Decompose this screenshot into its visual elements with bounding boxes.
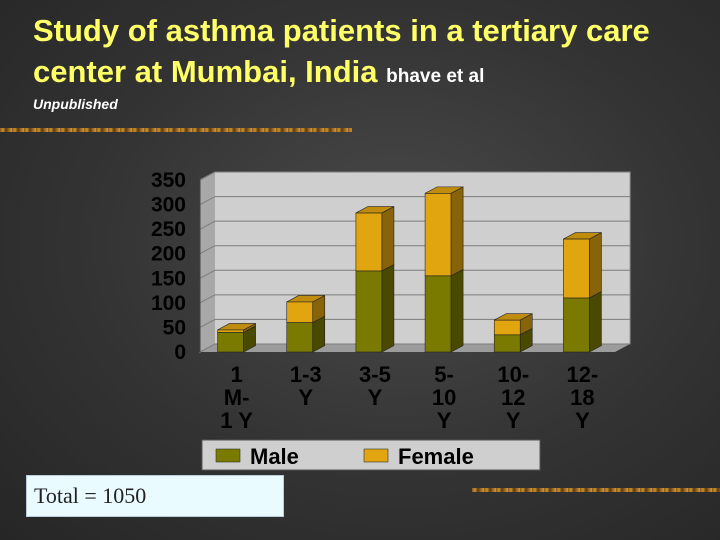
legend-label-male: Male bbox=[250, 444, 299, 469]
bar-male-side bbox=[450, 268, 464, 353]
x-tick-label: 10- bbox=[497, 362, 529, 387]
bar-top bbox=[286, 295, 325, 303]
y-tick-label: 100 bbox=[151, 292, 186, 315]
bar-female-front bbox=[286, 301, 314, 323]
gridline bbox=[199, 220, 630, 230]
bar-female-side bbox=[450, 186, 464, 277]
bar-male-side bbox=[381, 264, 395, 353]
bar-top bbox=[494, 313, 533, 321]
x-tick-label: Y bbox=[437, 408, 452, 433]
gridline bbox=[199, 245, 630, 255]
y-tick-label: 300 bbox=[151, 194, 186, 217]
x-tick-label: 12 bbox=[501, 385, 525, 410]
x-tick-label: 1 bbox=[230, 362, 242, 387]
x-tick-label: M- bbox=[224, 385, 250, 410]
y-tick-label: 350 bbox=[151, 169, 186, 192]
gridline bbox=[199, 318, 630, 328]
bar-top bbox=[563, 232, 602, 240]
bar-female-front bbox=[493, 319, 521, 336]
total-label: Total = 1050 bbox=[34, 483, 147, 508]
gridline bbox=[199, 343, 630, 353]
bar-male-front bbox=[355, 270, 383, 353]
gridline bbox=[199, 294, 630, 304]
y-tick-label: 150 bbox=[151, 267, 186, 290]
bar-female-front bbox=[563, 238, 590, 299]
bar-top bbox=[355, 206, 395, 214]
y-tick-label: 250 bbox=[151, 218, 186, 241]
x-tick-label: 1-3 bbox=[290, 362, 322, 387]
x-tick-label: Y bbox=[298, 385, 313, 410]
bar-male-front bbox=[563, 297, 590, 353]
bar-top bbox=[424, 186, 464, 194]
y-tick-label: 0 bbox=[174, 341, 186, 364]
bar-top bbox=[217, 323, 256, 331]
decorative-rule-bottom bbox=[472, 488, 720, 492]
slide-title: Study of asthma patients in a tertiary c… bbox=[33, 10, 713, 97]
x-tick-label: 18 bbox=[570, 385, 594, 410]
bar-male-side bbox=[589, 291, 602, 353]
y-tick-label: 200 bbox=[151, 243, 186, 266]
x-tick-label: 1 Y bbox=[220, 408, 253, 433]
gridline bbox=[199, 269, 630, 279]
bar-male-front bbox=[217, 332, 244, 353]
slide-subtitle: Unpublished bbox=[33, 96, 118, 112]
legend-label-female: Female bbox=[398, 444, 474, 469]
bar-female-side bbox=[381, 206, 395, 272]
x-tick-label: Y bbox=[368, 385, 383, 410]
gridline bbox=[199, 196, 630, 206]
y-tick-label: 50 bbox=[163, 316, 186, 339]
x-tick-label: 12- bbox=[567, 362, 599, 387]
bar-male-front bbox=[424, 275, 452, 353]
plot-side-wall bbox=[200, 172, 215, 352]
x-tick-label: Y bbox=[506, 408, 521, 433]
bar-female-side bbox=[589, 232, 602, 299]
bar-male-front bbox=[493, 334, 521, 353]
slide-title-author: bhave et al bbox=[386, 66, 485, 87]
x-tick-label: 5- bbox=[434, 362, 454, 387]
x-tick-label: Y bbox=[575, 408, 590, 433]
total-box: Total = 1050 bbox=[26, 475, 284, 517]
bar-female-front bbox=[424, 192, 452, 277]
bar-female-front bbox=[355, 212, 383, 272]
legend-swatch-female bbox=[363, 448, 389, 463]
gridline bbox=[199, 171, 630, 181]
legend-swatch-male bbox=[215, 448, 241, 463]
slide-title-main: Study of asthma patients in a tertiary c… bbox=[33, 13, 650, 89]
bar-female-front bbox=[217, 329, 244, 333]
decorative-rule-top bbox=[0, 128, 352, 132]
x-tick-label: 3-5 bbox=[359, 362, 391, 387]
bar-male-front bbox=[286, 322, 314, 353]
x-tick-label: 10 bbox=[432, 385, 456, 410]
